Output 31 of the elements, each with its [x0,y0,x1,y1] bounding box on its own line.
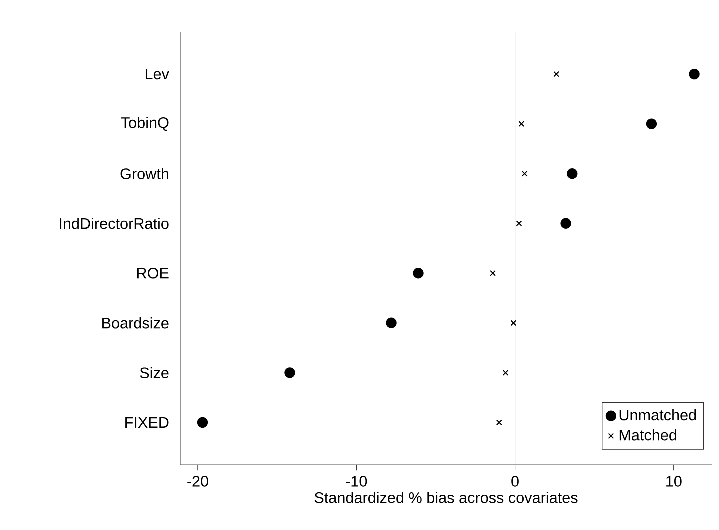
point [646,118,658,130]
x-tick-label: -10 [346,476,368,487]
point [522,170,528,177]
point [689,68,700,80]
y-tick-label: Size [140,367,169,379]
point [502,370,509,376]
x-tick-label: -20 [188,476,208,487]
y-tick-label: ROE [137,268,169,279]
x-axis-title: Standardized % bias across covariates [314,492,578,504]
y-tick-label: IndDirectorRatio [60,218,169,230]
legend-label: Matched [620,429,676,441]
point [554,71,560,78]
y-tick-label: FIXED [126,417,169,428]
point [518,121,525,128]
point [490,270,496,276]
x-tick-label: 10 [666,476,682,487]
point [386,318,397,328]
point [284,368,296,378]
y-tick-label: Lev [146,68,170,80]
point [516,220,522,227]
point [567,168,578,180]
y-tick-label: Boardsize [102,318,169,329]
point [496,420,502,426]
x-tick-label: 0 [512,476,519,487]
point [197,417,208,428]
point [560,218,572,229]
y-tick-label: Growth [120,168,168,180]
y-tick-label: TobinQ [121,117,169,132]
point [510,320,517,326]
point [413,268,424,279]
legend-label: Unmatched [620,409,696,421]
